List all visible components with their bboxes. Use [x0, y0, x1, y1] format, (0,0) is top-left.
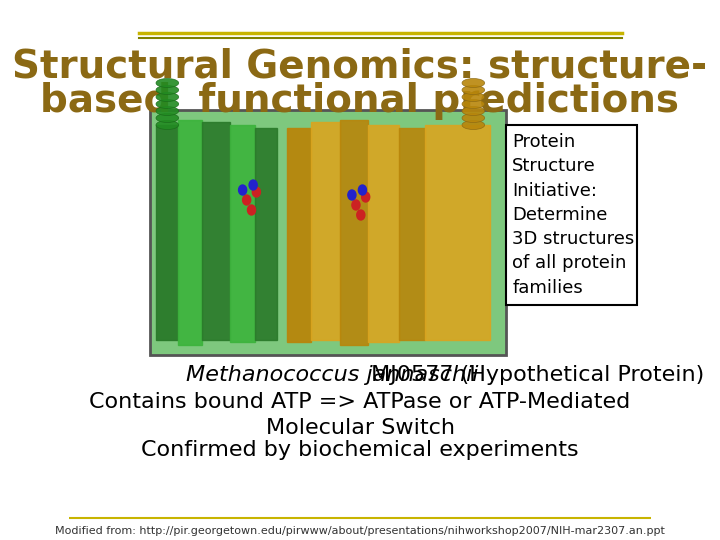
Ellipse shape [156, 106, 179, 116]
Polygon shape [178, 120, 202, 345]
Polygon shape [156, 125, 178, 340]
Circle shape [249, 180, 257, 190]
Text: Modified from: http://pir.georgetown.edu/pirwww/about/presentations/nihworkshop2: Modified from: http://pir.georgetown.edu… [55, 526, 665, 536]
Text: Structural Genomics: structure-: Structural Genomics: structure- [12, 48, 708, 86]
Polygon shape [202, 122, 230, 340]
Circle shape [359, 185, 366, 195]
Circle shape [238, 185, 247, 195]
Text: Confirmed by biochemical experiments: Confirmed by biochemical experiments [141, 440, 579, 460]
Ellipse shape [462, 113, 485, 123]
Circle shape [352, 200, 360, 210]
Text: Contains bound ATP => ATPase or ATP-Mediated
Molecular Switch: Contains bound ATP => ATPase or ATP-Medi… [89, 392, 631, 438]
Ellipse shape [462, 120, 485, 130]
Polygon shape [340, 120, 368, 345]
Polygon shape [368, 125, 399, 342]
Ellipse shape [156, 85, 179, 94]
Text: MJ0577 (Hypothetical Protein): MJ0577 (Hypothetical Protein) [364, 365, 704, 385]
Polygon shape [287, 128, 312, 342]
Ellipse shape [156, 92, 179, 102]
Polygon shape [399, 128, 425, 340]
Circle shape [243, 195, 251, 205]
Circle shape [357, 210, 365, 220]
Bar [150, 110, 505, 355]
Polygon shape [425, 125, 490, 340]
Polygon shape [230, 125, 255, 342]
Polygon shape [312, 122, 340, 340]
Text: Protein
Structure
Initiative:
Determine
3D structures
of all protein
families: Protein Structure Initiative: Determine … [512, 133, 634, 297]
Circle shape [248, 205, 256, 215]
Text: Methanococcus jannaschii: Methanococcus jannaschii [186, 365, 478, 385]
Ellipse shape [156, 120, 179, 130]
Ellipse shape [462, 92, 485, 102]
Ellipse shape [462, 106, 485, 116]
Ellipse shape [156, 99, 179, 109]
Circle shape [252, 187, 261, 197]
Ellipse shape [462, 78, 485, 87]
Text: based  functional predictions: based functional predictions [40, 82, 680, 120]
Bar [505, 125, 637, 305]
Polygon shape [255, 128, 277, 340]
Ellipse shape [156, 113, 179, 123]
Ellipse shape [462, 99, 485, 109]
Circle shape [361, 192, 369, 202]
Ellipse shape [462, 85, 485, 94]
Ellipse shape [156, 78, 179, 87]
Circle shape [348, 190, 356, 200]
